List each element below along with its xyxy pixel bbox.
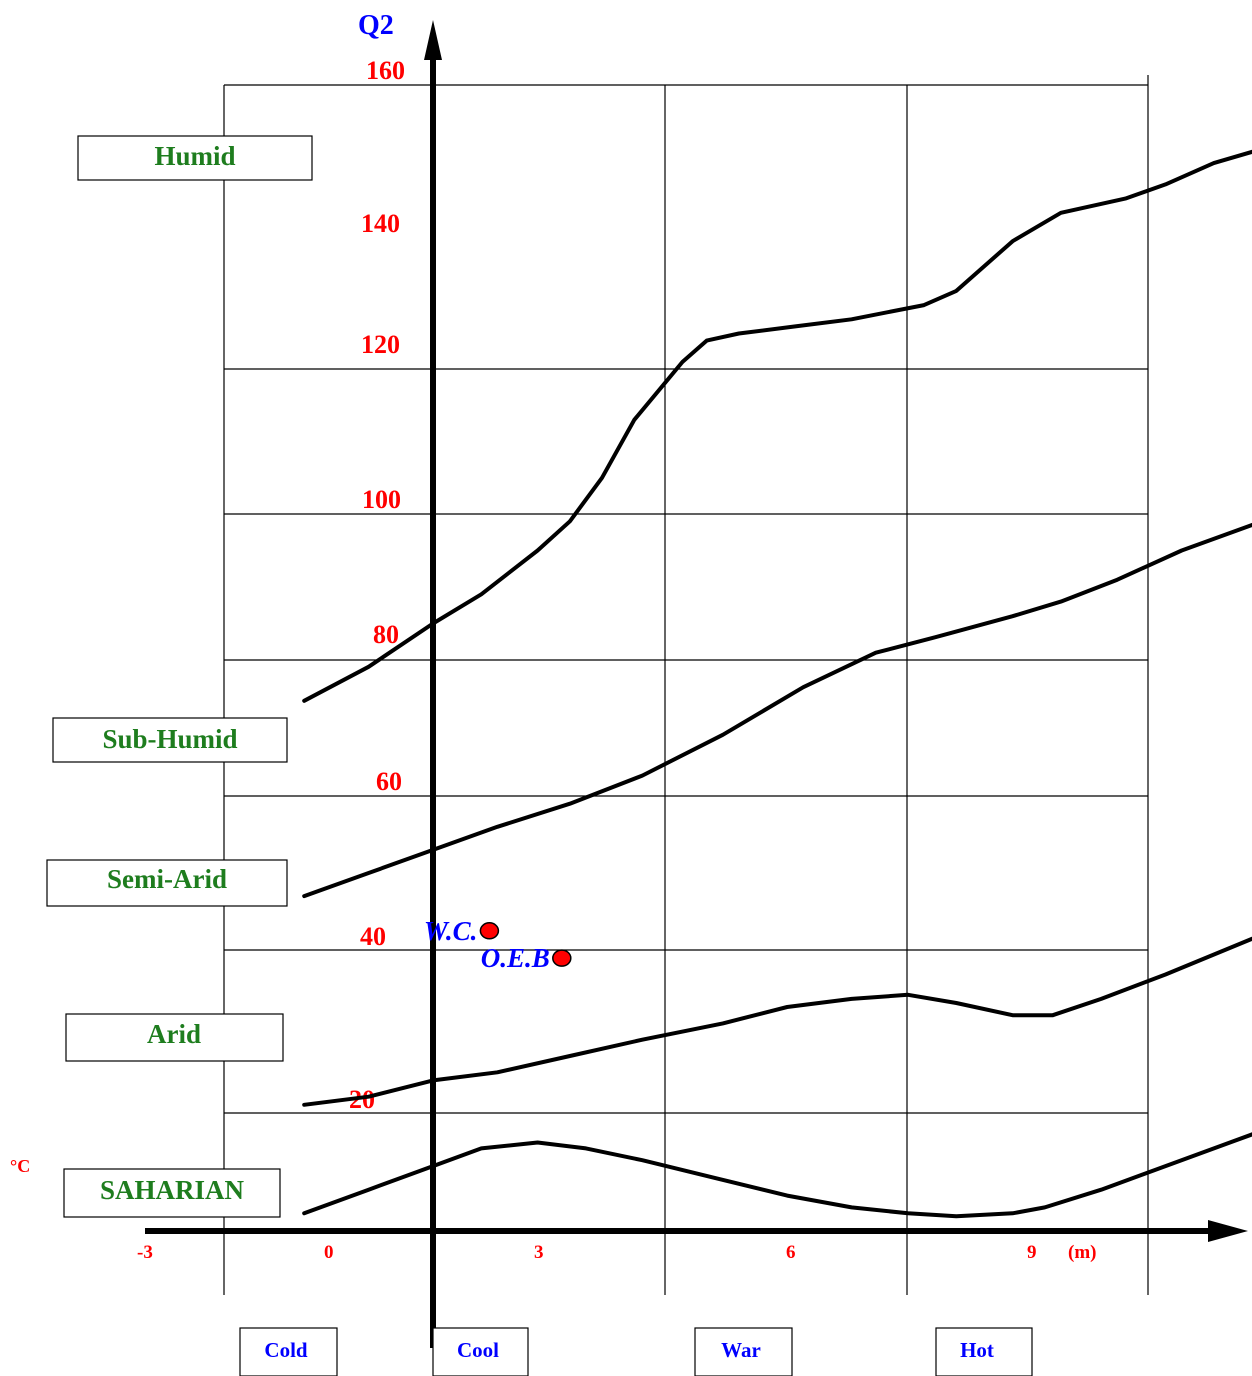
temp-box <box>432 1327 529 1376</box>
zone-label: Semi-Arid <box>107 864 227 894</box>
station-label: O.E.B <box>481 943 550 973</box>
zone-labels: Humid Sub-Humid Semi-Arid Arid SAHARIAN <box>46 135 313 1218</box>
temperature-classes: Cold Cool War Hot <box>239 1327 1033 1376</box>
boundary-curve-2 <box>302 522 1252 899</box>
zone-label: Arid <box>147 1019 201 1049</box>
temp-box <box>239 1327 338 1376</box>
y-axis-title: Q2 <box>358 10 394 41</box>
station-point <box>479 922 500 940</box>
x-unit-label: (m) <box>1068 1242 1096 1263</box>
horizontal-gridlines <box>224 84 1148 1114</box>
boundary-curve-4 <box>302 1132 1252 1219</box>
x-tick-label: 3 <box>534 1242 544 1263</box>
zone-humid: Humid <box>77 135 313 181</box>
temp-label: Cold <box>264 1338 308 1362</box>
vertical-gridlines <box>223 75 1149 1295</box>
temp-box <box>694 1327 793 1376</box>
points-layer: W.C.O.E.B <box>424 916 572 973</box>
zone-box <box>63 1168 281 1218</box>
y-tick-label: 40 <box>360 922 386 951</box>
y-tick-label: 140 <box>361 209 400 238</box>
y-tick-label: 100 <box>362 485 401 514</box>
degree-label: °C <box>10 1156 30 1176</box>
y-tick-label: 160 <box>366 56 405 85</box>
zone-box <box>65 1013 284 1062</box>
zone-semi-arid: Semi-Arid <box>46 859 288 907</box>
boundary-curve-3 <box>302 936 1252 1107</box>
zone-label: Sub-Humid <box>102 724 237 754</box>
station-point <box>552 949 572 967</box>
zone-label: Humid <box>154 141 235 171</box>
y-tick-labels: 20 40 60 80 100 120 140 160 <box>349 56 405 1114</box>
temp-class-hot: Hot <box>935 1327 1033 1376</box>
y-tick-label: 60 <box>376 767 402 796</box>
zone-saharian: SAHARIAN <box>63 1168 281 1218</box>
x-tick-label: -3 <box>137 1242 153 1263</box>
x-tick-label: 6 <box>786 1242 796 1263</box>
zone-arid: Arid <box>65 1013 284 1062</box>
axes <box>145 20 1248 1348</box>
y-tick-label: 120 <box>361 330 400 359</box>
x-axis-arrow <box>1208 1220 1248 1242</box>
temp-label: Cool <box>457 1338 499 1362</box>
temp-class-cool: Cool <box>432 1327 529 1376</box>
zone-box <box>52 717 288 763</box>
zone-sub-humid: Sub-Humid <box>52 717 288 763</box>
temp-class-cold: Cold <box>239 1327 338 1376</box>
boundary-curve-1 <box>302 149 1252 703</box>
station-label: W.C. <box>424 916 478 946</box>
x-tick-label: 0 <box>324 1242 334 1263</box>
x-tick-label: 9 <box>1027 1242 1037 1263</box>
x-tick-labels: -3 0 3 6 9 <box>137 1242 1037 1263</box>
zone-box <box>77 135 313 181</box>
temp-class-war: War <box>694 1327 793 1376</box>
curves-layer <box>302 149 1252 1219</box>
zone-box <box>46 859 288 907</box>
temp-label: War <box>721 1338 761 1362</box>
temp-label: Hot <box>960 1338 994 1362</box>
y-axis-arrow <box>424 20 442 60</box>
y-tick-label: 80 <box>373 620 399 649</box>
zone-label: SAHARIAN <box>100 1175 245 1205</box>
temp-box <box>935 1327 1033 1376</box>
